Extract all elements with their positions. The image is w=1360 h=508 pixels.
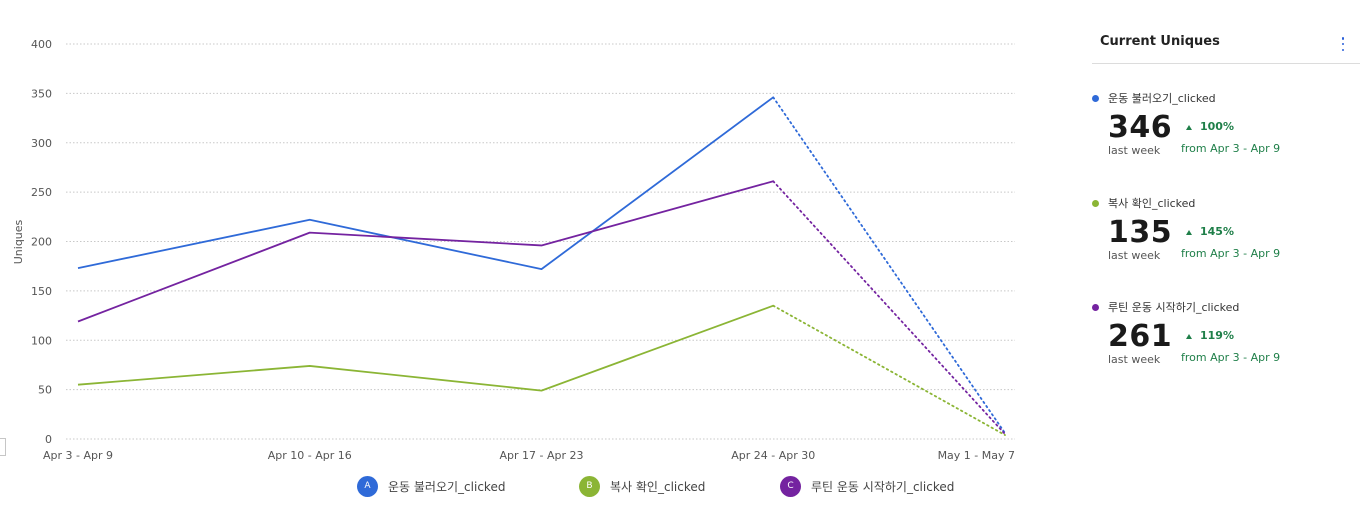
- metric-change: 119%: [1186, 329, 1234, 342]
- metric-dot-c: [1092, 304, 1099, 311]
- series-projection-b: [772, 304, 1006, 436]
- y-tick-label: 200: [31, 236, 52, 249]
- metric-card-a: 운동 불러오기_clicked 346 last week 100% from …: [1092, 90, 1360, 180]
- legend-label-a: 운동 불러오기_clicked: [388, 479, 506, 494]
- y-tick-label: 250: [31, 186, 52, 199]
- x-axis-ticks: Apr 3 - Apr 9 Apr 10 - Apr 16 Apr 17 - Apr…: [43, 449, 1015, 462]
- metric-change: 145%: [1186, 225, 1234, 238]
- metric-card-c: 루틴 운동 시작하기_clicked 261 last week 119% fr…: [1092, 299, 1360, 389]
- series-projection-c: [772, 180, 1006, 435]
- line-chart: Uniques 0 50 100 150 200 250 300 350 400 Apr 3 -…: [12, 38, 1015, 462]
- grid-lines: [66, 43, 1015, 440]
- legend-badge-a: A: [357, 475, 378, 497]
- metric-name: 루틴 운동 시작하기_clicked: [1108, 301, 1240, 314]
- legend-badge-b: B: [579, 475, 600, 497]
- x-tick-label: Apr 24 - Apr 30: [731, 449, 815, 462]
- metric-change-value: 119%: [1200, 329, 1234, 342]
- metric-name: 복사 확인_clicked: [1108, 197, 1196, 210]
- metric-compare: from Apr 3 - Apr 9: [1181, 247, 1281, 260]
- panel-title: Current Uniques: [1100, 34, 1220, 49]
- metric-name: 운동 불러오기_clicked: [1108, 92, 1216, 105]
- metric-value: 135: [1108, 215, 1173, 250]
- metric-compare: from Apr 3 - Apr 9: [1181, 142, 1281, 155]
- metric-dot-a: [1092, 95, 1099, 102]
- collapse-handle[interactable]: [0, 438, 6, 456]
- more-options-icon[interactable]: [1340, 37, 1346, 51]
- trend-up-icon: [1186, 333, 1192, 339]
- metric-card-b: 복사 확인_clicked 135 last week 145% from Ap…: [1092, 195, 1360, 285]
- legend-item-a[interactable]: A 운동 불러오기_clicked: [357, 472, 505, 500]
- x-tick-label: Apr 17 - Apr 23: [499, 449, 583, 462]
- y-tick-label: 0: [45, 433, 52, 446]
- metric-period: last week: [1108, 249, 1161, 262]
- y-axis-ticks: 0 50 100 150 200 250 300 350 400: [31, 38, 52, 446]
- metric-value: 346: [1108, 110, 1173, 145]
- legend-label-b: 복사 확인_clicked: [610, 479, 706, 494]
- metric-period: last week: [1108, 144, 1161, 157]
- series-line-c[interactable]: [77, 180, 774, 323]
- metric-change: 100%: [1186, 120, 1234, 133]
- metric-period: last week: [1108, 353, 1161, 366]
- series-line-a[interactable]: [77, 96, 774, 271]
- legend-label-c: 루틴 운동 시작하기_clicked: [811, 479, 955, 494]
- trend-up-icon: [1186, 124, 1192, 130]
- y-tick-label: 350: [31, 87, 52, 100]
- series-line-b[interactable]: [77, 304, 774, 392]
- panel-header: Current Uniques: [1092, 0, 1360, 64]
- trend-up-icon: [1186, 229, 1192, 235]
- legend-badge-c: C: [780, 475, 801, 497]
- current-uniques-panel: Current Uniques 운동 불러오기_clicked 346 last…: [1092, 0, 1360, 508]
- y-tick-label: 150: [31, 285, 52, 298]
- metric-change-value: 145%: [1200, 225, 1234, 238]
- series-lines: [77, 96, 1006, 436]
- x-tick-label: May 1 - May 7: [938, 449, 1015, 462]
- y-axis-title: Uniques: [12, 219, 25, 264]
- metric-value: 261: [1108, 319, 1173, 354]
- legend-item-b[interactable]: B 복사 확인_clicked: [579, 472, 705, 500]
- legend-item-c[interactable]: C 루틴 운동 시작하기_clicked: [780, 472, 954, 500]
- y-tick-label: 400: [31, 38, 52, 51]
- metric-dot-b: [1092, 200, 1099, 207]
- y-tick-label: 50: [38, 384, 52, 397]
- metric-compare: from Apr 3 - Apr 9: [1181, 351, 1281, 364]
- x-tick-label: Apr 3 - Apr 9: [43, 449, 113, 462]
- y-tick-label: 100: [31, 334, 52, 347]
- metric-change-value: 100%: [1200, 120, 1234, 133]
- y-tick-label: 300: [31, 137, 52, 150]
- series-projection-a: [772, 96, 1006, 434]
- x-tick-label: Apr 10 - Apr 16: [268, 449, 352, 462]
